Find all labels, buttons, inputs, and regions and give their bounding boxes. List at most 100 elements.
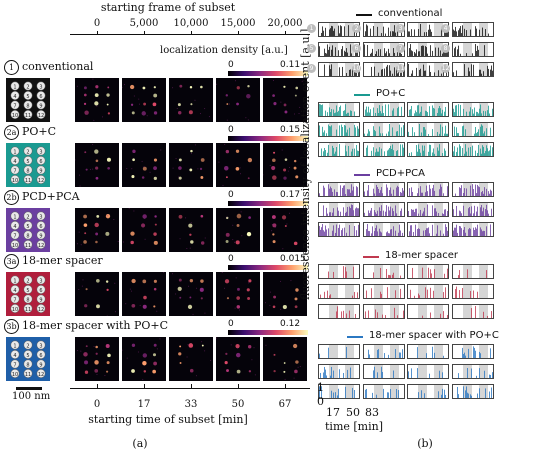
event-bar bbox=[433, 290, 434, 298]
shaded-interval bbox=[434, 183, 443, 196]
localization-spot bbox=[271, 165, 276, 171]
localization-spot bbox=[248, 279, 252, 283]
event-bar bbox=[396, 389, 397, 398]
event-bar bbox=[353, 186, 354, 196]
event-bar bbox=[464, 352, 465, 358]
event-bar bbox=[414, 29, 415, 36]
event-bar bbox=[336, 129, 337, 136]
event-bar bbox=[349, 189, 350, 196]
event-bar bbox=[366, 24, 367, 36]
event-bar bbox=[439, 370, 440, 378]
localization-image bbox=[263, 208, 307, 252]
svg-text:12: 12 bbox=[38, 243, 44, 249]
event-bar bbox=[478, 186, 479, 196]
localization-spot bbox=[273, 369, 276, 373]
event-bar bbox=[368, 106, 369, 116]
event-bar bbox=[384, 353, 385, 358]
event-bar bbox=[343, 207, 344, 216]
localization-spot bbox=[247, 297, 251, 300]
event-bar bbox=[419, 295, 420, 298]
event-bar bbox=[339, 107, 340, 116]
localization-spot bbox=[272, 158, 276, 163]
background-speck bbox=[146, 115, 148, 117]
svg-text:3: 3 bbox=[39, 278, 42, 284]
localization-spot bbox=[178, 278, 182, 282]
shaded-interval bbox=[479, 23, 488, 36]
event-bar bbox=[337, 395, 338, 398]
event-bar bbox=[381, 232, 382, 236]
event-bar bbox=[481, 153, 482, 156]
svg-text:7: 7 bbox=[13, 297, 16, 303]
event-bar bbox=[427, 204, 428, 216]
event-bar bbox=[447, 186, 448, 196]
event-bar bbox=[413, 232, 414, 236]
event-bar bbox=[384, 68, 385, 76]
background-speck bbox=[230, 344, 232, 346]
event-bar bbox=[374, 193, 375, 196]
localization-spot bbox=[295, 86, 299, 90]
background-speck bbox=[89, 168, 91, 170]
localization-image bbox=[263, 78, 307, 122]
event-bar bbox=[351, 204, 352, 216]
localization-spot bbox=[95, 176, 99, 180]
localization-spot bbox=[131, 343, 136, 347]
localization-spot bbox=[224, 279, 230, 284]
event-bar bbox=[413, 209, 414, 216]
shaded-interval bbox=[374, 143, 383, 156]
localization-spot bbox=[95, 345, 98, 349]
event-bar bbox=[389, 65, 390, 76]
event-bar bbox=[330, 294, 331, 298]
background-speck bbox=[227, 167, 229, 169]
localization-spot bbox=[200, 85, 203, 89]
shaded-interval bbox=[434, 305, 443, 318]
svg-text:3: 3 bbox=[39, 149, 42, 155]
event-bar bbox=[487, 315, 488, 318]
bottom-tick: 17 bbox=[137, 399, 151, 410]
event-bar bbox=[321, 227, 322, 236]
event-bar bbox=[376, 184, 377, 196]
shaded-interval bbox=[418, 183, 427, 196]
event-bar bbox=[457, 49, 458, 56]
event-bar bbox=[475, 184, 476, 196]
event-bar bbox=[458, 373, 459, 378]
event-bar bbox=[486, 145, 487, 156]
event-bar bbox=[484, 187, 485, 196]
localization-spot bbox=[199, 287, 204, 292]
event-bar bbox=[358, 70, 359, 76]
background-speck bbox=[186, 356, 188, 358]
event-bar bbox=[484, 153, 485, 156]
event-bar bbox=[397, 131, 398, 136]
event-bar bbox=[358, 208, 359, 216]
localization-image bbox=[263, 143, 307, 187]
event-bar bbox=[354, 148, 355, 156]
event-bar bbox=[463, 108, 464, 116]
event-bar bbox=[341, 124, 342, 136]
background-speck bbox=[228, 103, 230, 105]
event-bar bbox=[381, 113, 382, 116]
event-bar bbox=[430, 188, 431, 196]
trace-box bbox=[452, 384, 494, 399]
background-speck bbox=[78, 231, 80, 233]
event-bar bbox=[403, 190, 404, 196]
event-bar bbox=[429, 184, 430, 196]
event-bar bbox=[465, 390, 466, 398]
localization-spot bbox=[95, 232, 99, 236]
trace-box bbox=[452, 304, 494, 319]
origami-grid-icon: 1 2 34 5 67 8 910 11 12 bbox=[10, 81, 46, 119]
event-bar bbox=[444, 148, 445, 156]
localization-spot bbox=[153, 279, 157, 283]
background-speck bbox=[139, 103, 141, 105]
event-bar bbox=[411, 152, 412, 156]
localization-spot bbox=[295, 175, 299, 179]
event-bar bbox=[485, 111, 486, 116]
event-bar bbox=[484, 230, 485, 236]
shaded-interval bbox=[434, 345, 443, 358]
event-bar bbox=[400, 275, 401, 278]
legend-label: 18-mer spacer bbox=[385, 250, 458, 261]
colorbar-min: 0 bbox=[228, 254, 234, 264]
localization-spot bbox=[153, 343, 157, 347]
event-bar bbox=[470, 147, 471, 156]
shaded-interval bbox=[390, 203, 399, 216]
event-bar bbox=[344, 26, 345, 36]
event-bar bbox=[444, 31, 445, 36]
